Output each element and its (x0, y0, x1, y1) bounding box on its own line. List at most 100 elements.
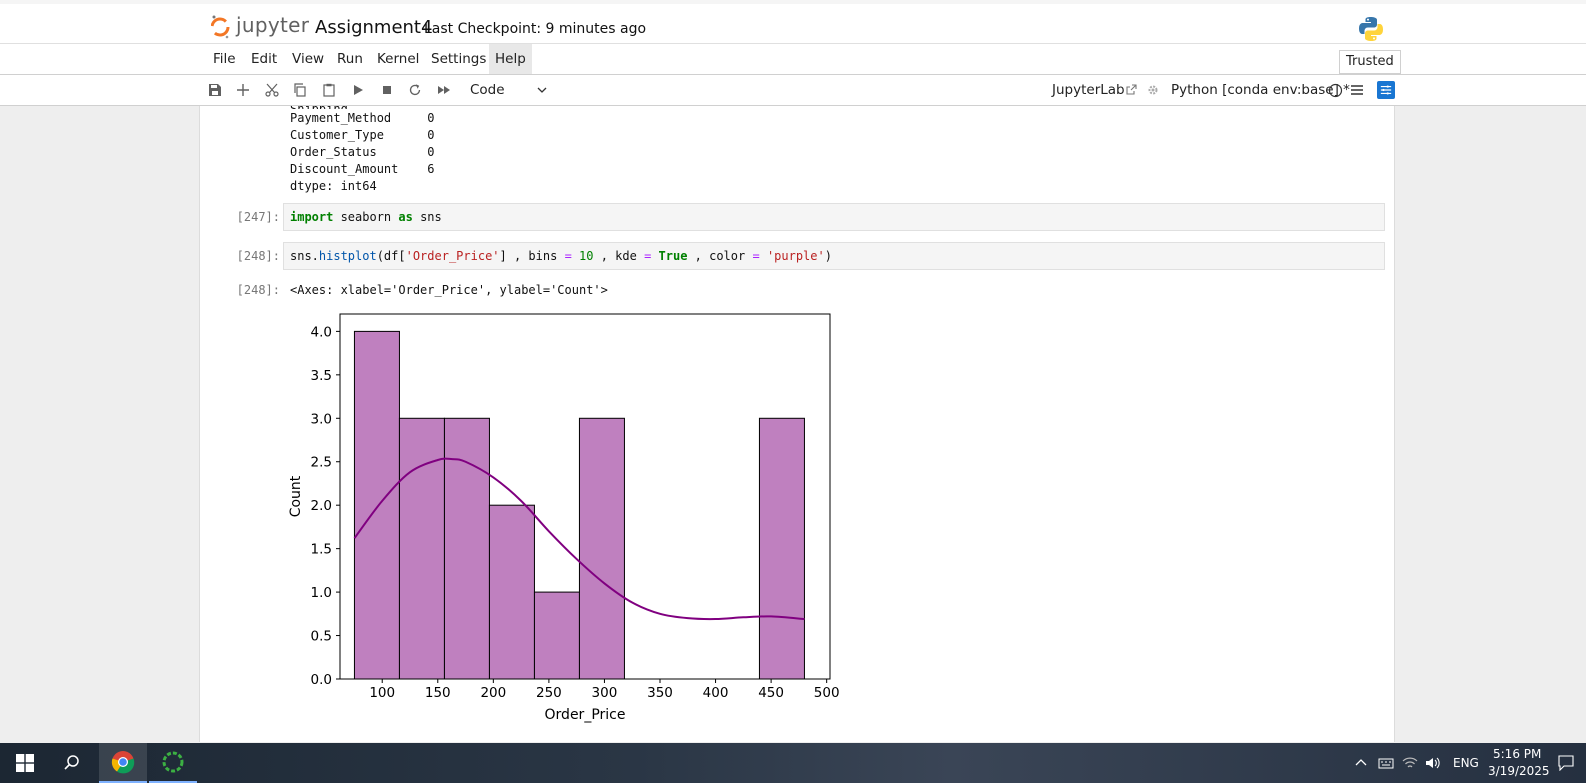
code-token: True (658, 249, 688, 263)
cut-icon[interactable] (262, 80, 282, 100)
checkpoint-status: Last Checkpoint: 9 minutes ago (424, 21, 647, 37)
menu-settings[interactable]: Settings (431, 51, 487, 67)
histogram-chart: 100 150 200 250 300 350 400 450 500 0.0 0.5 1.0 1.5 2… (288, 313, 840, 723)
wifi-icon[interactable] (1402, 756, 1418, 770)
code-token: import (290, 210, 334, 224)
histogram-bar (533, 591, 580, 680)
code-token: = (564, 249, 572, 263)
menu-view[interactable]: View (292, 51, 325, 67)
x-tick-label: 100 (369, 685, 395, 701)
code-token: 10 (579, 249, 594, 263)
run-icon[interactable] (348, 80, 368, 100)
x-tick-label: 250 (536, 685, 562, 701)
windows-start-icon[interactable] (4, 743, 46, 783)
y-tick-label: 2.0 (311, 498, 332, 514)
kde-line (353, 457, 805, 621)
copy-icon[interactable] (290, 80, 310, 100)
volume-icon[interactable] (1425, 756, 1441, 770)
menu-bar: File Edit View Run Kernel Settings Help … (0, 44, 1586, 75)
clock-time[interactable]: 5:16 PM (1493, 747, 1542, 761)
gear-icon[interactable] (1147, 84, 1159, 96)
menu-file[interactable]: File (213, 51, 236, 67)
code-token: ] , bins (499, 249, 565, 263)
notebook-title[interactable]: Assignment4 (315, 17, 433, 38)
code-token: histplot (318, 249, 377, 263)
cell-prompt: [247]: (236, 210, 280, 224)
trusted-indicator[interactable]: Trusted (1339, 50, 1401, 74)
jupyter-wordmark[interactable]: jupyter (236, 13, 310, 37)
code-token: , kde (593, 249, 645, 263)
output-line: Customer_Type 0 (290, 128, 435, 142)
code-cell-editor[interactable]: import seaborn as sns (283, 203, 1385, 231)
search-icon[interactable] (50, 743, 94, 783)
list-icon[interactable] (1350, 83, 1364, 97)
notification-icon[interactable] (1558, 755, 1574, 771)
y-axis-label: Count (288, 475, 304, 517)
plot-frame (339, 313, 831, 680)
code-token: 'purple' (766, 249, 825, 263)
app-icon[interactable] (149, 743, 197, 783)
cell-prompt: [248]: (236, 249, 280, 263)
add-cell-icon[interactable] (233, 80, 253, 100)
code-token: , color (687, 249, 753, 263)
keyboard-icon[interactable] (1378, 756, 1394, 770)
code-token (651, 249, 658, 263)
x-tick-label: 450 (758, 685, 784, 701)
code-text[interactable]: sns.histplot(df['Order_Price'] , bins = … (290, 249, 832, 263)
output-text: <Axes: xlabel='Order_Price', ylabel='Cou… (290, 283, 608, 297)
x-tick-label: 200 (480, 685, 506, 701)
histogram-bar (398, 417, 445, 680)
histogram-bar (758, 417, 805, 680)
code-token: sns (412, 210, 442, 224)
x-tick-label: 150 (425, 685, 451, 701)
jupyterlab-link[interactable]: JupyterLab (1052, 82, 1125, 98)
code-text[interactable]: import seaborn as sns (290, 210, 442, 224)
menu-edit[interactable]: Edit (251, 51, 278, 67)
kernel-name[interactable]: Python [conda env:base] * (1171, 82, 1350, 98)
notebook-toolbar: Code JupyterLab Python [conda env:base] … (0, 75, 1586, 106)
histogram-bar (443, 417, 490, 680)
top-header: jupyter Assignment4 Last Checkpoint: 9 m… (0, 0, 1586, 44)
code-cell-editor[interactable]: sns.histplot(df['Order_Price'] , bins = … (283, 242, 1385, 270)
save-icon[interactable] (205, 80, 225, 100)
menu-help[interactable]: Help (489, 44, 532, 74)
paste-icon[interactable] (319, 80, 339, 100)
external-link-icon[interactable] (1126, 84, 1137, 95)
kernel-idle-icon (1328, 83, 1343, 98)
windows-taskbar: ENG 5:16 PM 3/19/2025 (0, 743, 1586, 783)
y-tick-label: 0.5 (311, 629, 332, 645)
language-indicator[interactable]: ENG (1453, 756, 1479, 770)
restart-icon[interactable] (405, 80, 425, 100)
jupyter-logo-icon (211, 15, 230, 39)
histogram-bar (353, 330, 400, 680)
code-token: sns. (290, 249, 319, 263)
y-tick-label: 3.5 (311, 368, 332, 384)
cell-type-select[interactable]: Code (470, 82, 505, 98)
code-token (572, 249, 579, 263)
output-line: Order_Status 0 (290, 145, 435, 159)
output-prompt: [248]: (236, 283, 280, 297)
y-tick-label: 1.5 (311, 542, 332, 558)
chevron-up-icon[interactable] (1355, 757, 1367, 769)
y-tick-label: 4.0 (311, 324, 332, 340)
code-token: = (752, 249, 760, 263)
stop-icon[interactable] (377, 80, 397, 100)
clock-date[interactable]: 3/19/2025 (1488, 764, 1550, 778)
chevron-down-icon[interactable] (537, 85, 547, 95)
histogram-bar (578, 417, 625, 680)
clipped-output-line: Shipping_ (290, 106, 355, 109)
x-tick-label: 300 (592, 685, 618, 701)
chrome-icon[interactable] (99, 743, 147, 783)
property-inspector-icon[interactable] (1377, 81, 1395, 99)
code-token: 'Order_Price' (405, 249, 500, 263)
code-token: seaborn (333, 210, 399, 224)
y-tick-label: 2.5 (311, 455, 332, 471)
menu-kernel[interactable]: Kernel (377, 51, 420, 67)
fast-forward-icon[interactable] (434, 80, 454, 100)
y-tick-label: 0.0 (311, 672, 332, 688)
notebook-panel[interactable]: Shipping_ Payment_Method 0 Customer_Type… (199, 106, 1395, 742)
x-tick-label: 500 (814, 685, 840, 701)
x-tick-label: 400 (703, 685, 729, 701)
x-tick-label: 350 (647, 685, 673, 701)
menu-run[interactable]: Run (337, 51, 363, 67)
